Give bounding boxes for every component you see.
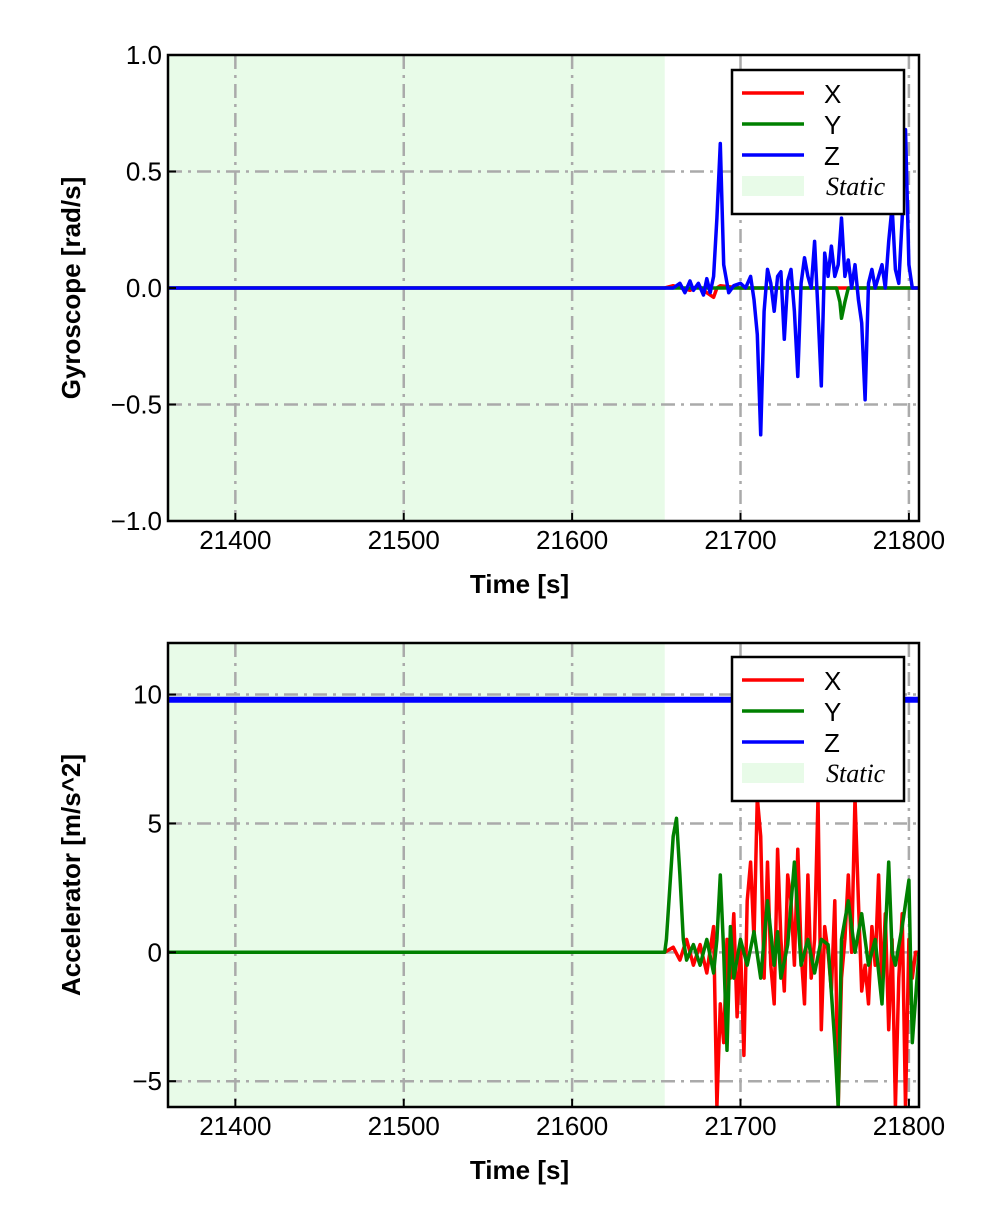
axes-frame xyxy=(166,641,921,1109)
y-tick-label: −5 xyxy=(132,1066,162,1096)
x-tick-label: 21400 xyxy=(199,525,271,555)
static-region xyxy=(168,643,665,1107)
x-tick-label: 21500 xyxy=(368,525,440,555)
x-tick-label: 21700 xyxy=(704,525,776,555)
legend-label-static: Static xyxy=(826,172,886,201)
x-tick-label: 21600 xyxy=(536,1111,608,1141)
y-tick-label: −1.0 xyxy=(111,506,162,536)
x-tick-label: 21500 xyxy=(368,1111,440,1141)
x-tick-label: 21600 xyxy=(536,525,608,555)
x-tick-label: 21400 xyxy=(199,1111,271,1141)
legend-label-x: X xyxy=(824,666,841,696)
x-tick-label: 21800 xyxy=(873,1111,945,1141)
series-line-z xyxy=(168,127,919,437)
legend-label-z: Z xyxy=(824,141,840,171)
y-tick-label: 5 xyxy=(148,808,162,838)
y-tick-label: 0.5 xyxy=(126,157,162,187)
series-group xyxy=(168,127,919,437)
x-axis-title: Time [s] xyxy=(470,569,569,599)
legend-swatch-static xyxy=(742,763,804,783)
x-tick-label: 21700 xyxy=(704,1111,776,1141)
series-line-y xyxy=(168,286,919,321)
y-tick-label: −0.5 xyxy=(111,390,162,420)
x-axis-title: Time [s] xyxy=(470,1155,569,1185)
y-tick-label: 0 xyxy=(148,937,162,967)
legend-label-z: Z xyxy=(824,728,840,758)
legend-label-static: Static xyxy=(826,759,886,788)
legend-label-y: Y xyxy=(824,697,841,727)
legend-label-y: Y xyxy=(824,110,841,140)
y-tick-label: 10 xyxy=(133,680,162,710)
y-axis-title: Gyroscope [rad/s] xyxy=(56,177,86,400)
legend-swatch-static xyxy=(742,176,804,196)
y-tick-label: 1.0 xyxy=(126,40,162,70)
y-tick-label: 0.0 xyxy=(126,273,162,303)
y-axis-title: Accelerator [m/s^2] xyxy=(56,754,86,996)
x-tick-label: 21800 xyxy=(873,525,945,555)
series-line-y xyxy=(168,816,919,1107)
chart-panel-2: 21400 21500 21600 21700 21800 −5 0 5 10 Time [s] A… xyxy=(56,641,945,1185)
chart-panel-1: 21400 21500 21600 21700 21800 −1.0 −0.5 0.0 0.5 1… xyxy=(56,40,945,599)
legend-label-x: X xyxy=(824,79,841,109)
